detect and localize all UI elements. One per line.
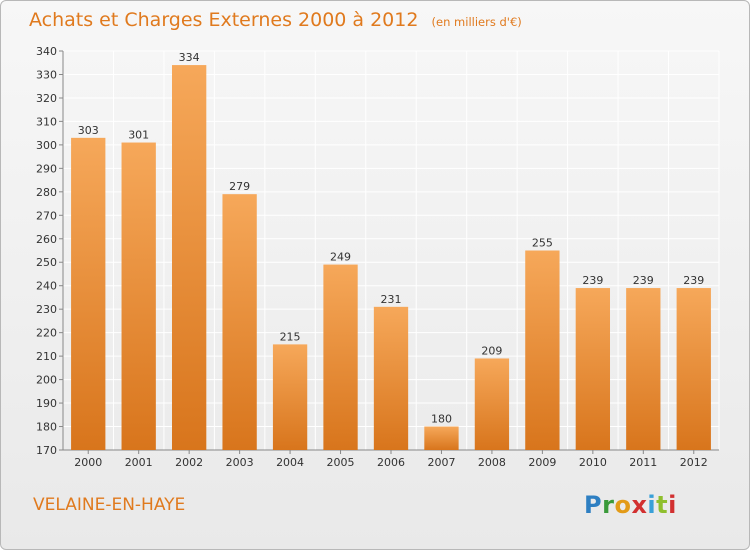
data-label: 255: [532, 237, 553, 250]
x-tick-label: 2006: [377, 456, 405, 469]
bar: [626, 288, 661, 450]
y-tick-label: 180: [36, 421, 57, 434]
data-label: 301: [128, 129, 149, 142]
axes: 170 180 190 200 210 220 230 240 250 260 270 280 290 3…: [36, 45, 719, 469]
bar: [121, 142, 156, 451]
bar: [222, 194, 257, 450]
data-labels: 303 301 334 279 215 249 231 180 209 255 239 239 239: [78, 51, 705, 425]
data-label: 334: [179, 51, 200, 64]
x-tick-label: 2001: [125, 456, 153, 469]
logo-letter: t: [656, 491, 669, 519]
x-tick-label: 2000: [74, 456, 102, 469]
bars: [71, 65, 711, 451]
y-tick-label: 190: [36, 397, 57, 410]
proxiti-logo[interactable]: Proxiti: [584, 491, 677, 519]
chart-title-text: Achats et Charges Externes 2000 à 2012: [29, 9, 419, 31]
logo-letter: o: [614, 491, 632, 519]
data-label: 249: [330, 251, 351, 264]
x-tick-label: 2012: [680, 456, 708, 469]
y-tick-label: 310: [36, 115, 57, 128]
data-label: 303: [78, 124, 99, 137]
y-tick-label: 230: [36, 303, 57, 316]
y-tick-label: 250: [36, 256, 57, 269]
y-tick-label: 340: [36, 45, 57, 58]
logo-letter: P: [584, 491, 603, 519]
data-label: 180: [431, 413, 452, 426]
logo-letter: i: [668, 491, 677, 519]
bar: [474, 358, 510, 450]
x-tick-label: 2010: [579, 456, 607, 469]
bar: [171, 65, 207, 451]
y-tick-label: 280: [36, 186, 57, 199]
data-label: 215: [280, 330, 301, 343]
y-tick-label: 270: [36, 209, 57, 222]
x-tick-label: 2007: [427, 456, 455, 469]
data-label: 239: [683, 274, 704, 287]
bar: [676, 288, 711, 450]
x-tick-label: 2003: [226, 456, 254, 469]
y-tick-label: 220: [36, 327, 57, 340]
x-tick-label: 2009: [528, 456, 556, 469]
town-name: VELAINE-EN-HAYE: [33, 495, 186, 515]
x-tick-label: 2002: [175, 456, 203, 469]
data-label: 239: [633, 274, 654, 287]
logo-letter: x: [631, 491, 648, 519]
bar: [71, 137, 106, 450]
y-tick-label: 260: [36, 233, 57, 246]
logo-letter: r: [602, 491, 615, 519]
data-label: 279: [229, 180, 250, 193]
data-label: 231: [381, 293, 402, 306]
y-tick-label: 320: [36, 92, 57, 105]
bar: [525, 250, 560, 450]
y-tick-label: 200: [36, 374, 57, 387]
y-tick-label: 170: [36, 444, 57, 457]
bar: [323, 264, 358, 450]
logo-letter: i: [647, 491, 657, 519]
y-tick-label: 210: [36, 350, 57, 363]
bar: [424, 426, 459, 450]
data-label: 239: [582, 274, 603, 287]
bar: [373, 306, 409, 450]
chart-unit: (en milliers d'€): [431, 15, 522, 29]
y-tick-label: 240: [36, 280, 57, 293]
bar: [272, 344, 308, 450]
y-tick-label: 300: [36, 139, 57, 152]
chart-title: Achats et Charges Externes 2000 à 2012 (…: [29, 9, 522, 31]
data-label: 209: [481, 344, 502, 357]
bar: [575, 288, 611, 450]
x-tick-label: 2005: [327, 456, 355, 469]
x-tick-label: 2008: [478, 456, 506, 469]
y-tick-label: 290: [36, 162, 57, 175]
y-tick-label: 330: [36, 68, 57, 81]
x-tick-label: 2011: [629, 456, 657, 469]
x-tick-label: 2004: [276, 456, 304, 469]
